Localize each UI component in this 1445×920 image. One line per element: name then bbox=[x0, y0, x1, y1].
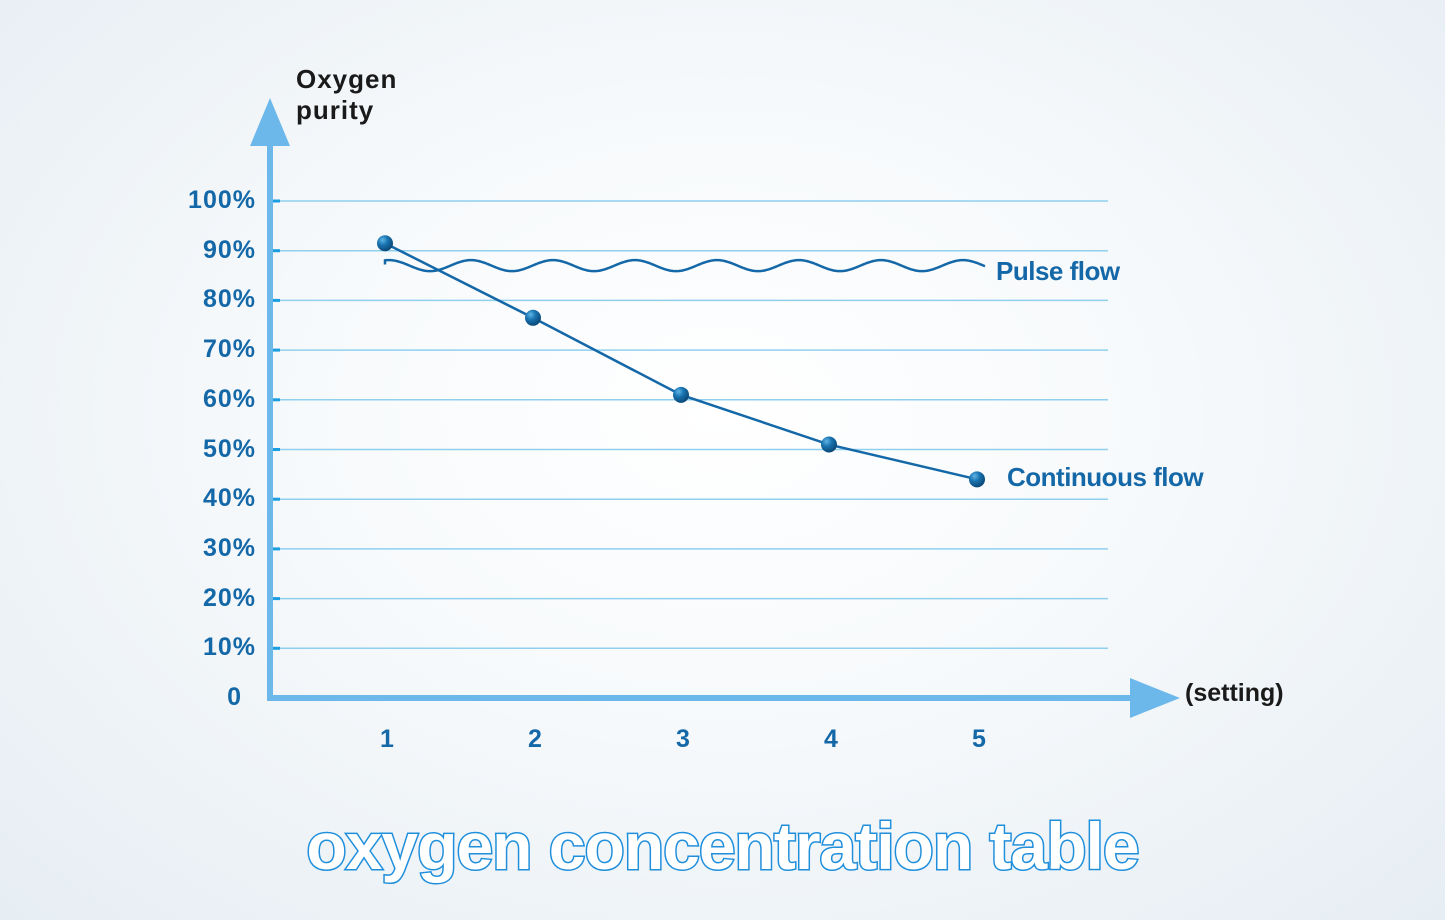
y-tick-label: 10% bbox=[202, 633, 256, 662]
y-tick-label: 90% bbox=[202, 235, 256, 264]
continuous-flow-line bbox=[384, 242, 978, 481]
y-axis-title-line1: Oxygen bbox=[296, 64, 398, 94]
continuous-flow-markers bbox=[377, 235, 985, 488]
legend-pulse-flow: Pulse flow bbox=[996, 256, 1120, 286]
x-axis-title: (setting) bbox=[1185, 679, 1284, 707]
data-point-marker bbox=[525, 309, 541, 326]
y-tick-label: 70% bbox=[202, 335, 256, 364]
chart-title: oxygen concentration table bbox=[305, 808, 1141, 885]
y-tick-label: 40% bbox=[202, 484, 256, 513]
x-axis-arrow-icon bbox=[1130, 678, 1180, 718]
y-tick-label: 30% bbox=[202, 533, 256, 562]
x-tick-label: 5 bbox=[972, 725, 986, 753]
pulse-flow-line bbox=[383, 258, 986, 273]
y-tick-label: 100% bbox=[188, 186, 256, 214]
y-axis-arrow-icon bbox=[250, 98, 290, 146]
legend-continuous-flow: Continuous flow bbox=[1007, 462, 1204, 492]
x-tick-label: 2 bbox=[528, 725, 542, 753]
gridlines bbox=[272, 199, 1108, 650]
y-axis-title: Oxygen purity bbox=[296, 64, 397, 126]
x-tick-label: 4 bbox=[824, 725, 838, 753]
data-point-marker bbox=[969, 471, 985, 488]
axes bbox=[250, 98, 1180, 718]
y-tick-label: 0 bbox=[227, 683, 242, 711]
x-tick-label: 3 bbox=[676, 725, 690, 753]
y-axis-title-line2: purity bbox=[296, 95, 375, 125]
y-tick-label: 20% bbox=[202, 583, 256, 612]
y-tick-label: 80% bbox=[202, 285, 256, 314]
data-point-marker bbox=[377, 235, 393, 252]
data-point-marker bbox=[821, 436, 837, 453]
x-tick-label: 1 bbox=[380, 725, 394, 753]
data-point-marker bbox=[673, 386, 689, 403]
y-tick-label: 60% bbox=[202, 384, 256, 413]
y-tick-label: 50% bbox=[202, 434, 256, 463]
